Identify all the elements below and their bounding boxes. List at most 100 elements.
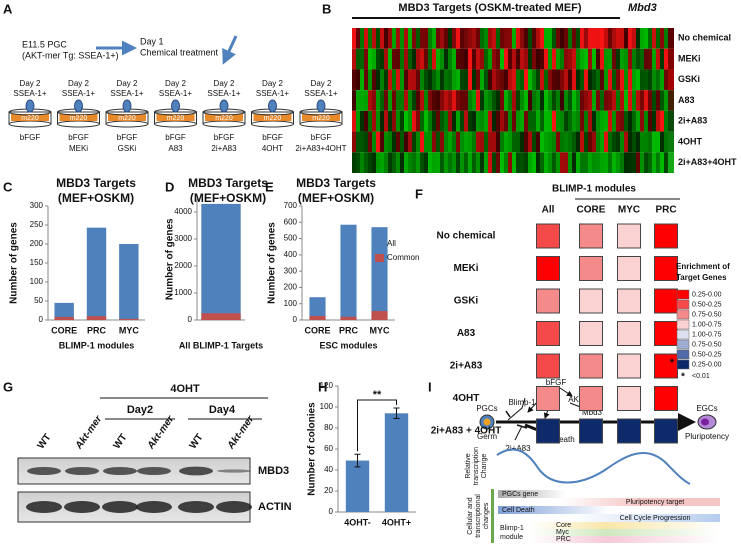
y-tick-label: 0 bbox=[329, 507, 334, 516]
heatmap-cell bbox=[580, 110, 584, 132]
y-axis-label: Number of colonies bbox=[307, 402, 318, 496]
heatmap-cell bbox=[636, 28, 640, 49]
heatmap-cell bbox=[376, 28, 380, 49]
heatmap-cell bbox=[600, 90, 604, 111]
heatmap-cell bbox=[504, 131, 508, 153]
row-label: MEKi bbox=[454, 263, 479, 274]
heatmap-cell bbox=[516, 110, 520, 132]
track-label: PGCs gene bbox=[502, 491, 538, 498]
heatmap-cell bbox=[412, 110, 416, 132]
heatmap-cell bbox=[604, 131, 608, 153]
y-tick-label: 80 bbox=[324, 423, 333, 432]
y-tick-label: 1000 bbox=[174, 288, 192, 297]
heatmap-cell bbox=[640, 90, 644, 111]
heatmap-cell bbox=[608, 69, 612, 91]
column-label: CORE bbox=[577, 205, 606, 216]
heatmap-cell bbox=[476, 152, 480, 173]
heatmap-cell bbox=[548, 110, 552, 132]
legend-label: Common bbox=[387, 253, 419, 262]
matrix-label: m220 bbox=[70, 115, 88, 122]
heatmap-cell bbox=[488, 48, 492, 70]
panel-label: I bbox=[428, 379, 432, 394]
heatmap-cell bbox=[596, 110, 600, 132]
heatmap-cell bbox=[616, 28, 620, 49]
y-tick-label: 0 bbox=[188, 315, 193, 324]
heatmap-cell bbox=[400, 69, 404, 91]
heatmap-cell bbox=[652, 48, 656, 70]
y-tick-label: 200 bbox=[30, 239, 44, 248]
heatmap-cell bbox=[452, 28, 456, 49]
heatmap-cell bbox=[640, 69, 644, 91]
heatmap-cell bbox=[604, 28, 608, 49]
heatmap-cell bbox=[440, 152, 444, 173]
heatmap-cell bbox=[428, 48, 432, 70]
heatmap-cell bbox=[560, 90, 564, 111]
heatmap-cell bbox=[564, 152, 568, 173]
heatmap-cell bbox=[556, 48, 560, 70]
medium-label: bFGF bbox=[311, 133, 332, 142]
blot-band bbox=[27, 467, 61, 475]
heatmap-cell bbox=[416, 131, 420, 153]
medium-label: A83 bbox=[168, 144, 183, 153]
treatment-text: Chemical treatment bbox=[140, 47, 219, 57]
heatmap-cell bbox=[656, 131, 660, 153]
day-label: Day 2 bbox=[165, 79, 186, 88]
heatmap-cell bbox=[508, 28, 512, 49]
enrichment-cell bbox=[617, 288, 641, 314]
track-label: Cell Cycle Progression bbox=[620, 515, 691, 522]
heatmap-cell bbox=[532, 69, 536, 91]
track-label: module bbox=[500, 534, 523, 541]
heatmap-cell bbox=[508, 48, 512, 70]
heatmap-cell bbox=[396, 69, 400, 91]
heatmap-cell bbox=[576, 131, 580, 153]
heatmap-cell bbox=[376, 110, 380, 132]
heatmap-cell bbox=[452, 90, 456, 111]
track bbox=[498, 506, 610, 514]
heatmap-cell bbox=[640, 48, 644, 70]
cell-label: SSEA-1+ bbox=[159, 89, 192, 98]
y-tick-label: 500 bbox=[284, 234, 298, 243]
heatmap-cell bbox=[416, 28, 420, 49]
legend-label: 0.25-0.00 bbox=[692, 361, 722, 368]
heatmap-cell bbox=[548, 28, 552, 49]
heatmap-cell bbox=[484, 152, 488, 173]
y-tick-label: 300 bbox=[30, 201, 44, 210]
heatmap-cell bbox=[352, 28, 356, 49]
blot-band bbox=[137, 467, 171, 475]
day-label: Day 2 bbox=[20, 79, 41, 88]
arrow bbox=[222, 35, 238, 65]
heatmap-cell bbox=[440, 69, 444, 91]
heatmap-cell bbox=[408, 48, 412, 70]
heatmap-cell bbox=[492, 69, 496, 91]
heatmap-cell bbox=[464, 131, 468, 153]
heatmap-cell bbox=[364, 110, 368, 132]
heatmap-cell bbox=[380, 131, 384, 153]
heatmap-cell bbox=[448, 48, 452, 70]
heatmap-cell bbox=[480, 152, 484, 173]
heatmap-cell bbox=[560, 110, 564, 132]
heatmap-cell bbox=[616, 110, 620, 132]
heatmap-cell bbox=[464, 28, 468, 49]
heatmap-cell bbox=[556, 28, 560, 49]
heatmap-cell bbox=[376, 152, 380, 173]
panel-label: F bbox=[415, 186, 423, 201]
heatmap-cell bbox=[588, 90, 592, 111]
heatmap-cell bbox=[356, 28, 360, 49]
heatmap-cell bbox=[624, 48, 628, 70]
heatmap-cell bbox=[404, 28, 408, 49]
bar bbox=[309, 315, 326, 320]
heatmap-cell bbox=[392, 110, 396, 132]
heatmap-cell bbox=[388, 131, 392, 153]
y-tick-label: 150 bbox=[30, 258, 44, 267]
heatmap-cell bbox=[536, 48, 540, 70]
heatmap-cell bbox=[364, 69, 368, 91]
enrichment-cell bbox=[579, 288, 603, 314]
medium-label: bFGF bbox=[165, 133, 186, 142]
heatmap-cell bbox=[384, 90, 388, 111]
significance-label: ** bbox=[373, 389, 382, 401]
chart-subtitle: (MEF+OSKM) bbox=[298, 191, 374, 205]
heatmap-cell bbox=[592, 90, 596, 111]
heatmap-cell bbox=[472, 69, 476, 91]
blot-band bbox=[217, 469, 251, 473]
enrichment-cell bbox=[579, 256, 603, 281]
